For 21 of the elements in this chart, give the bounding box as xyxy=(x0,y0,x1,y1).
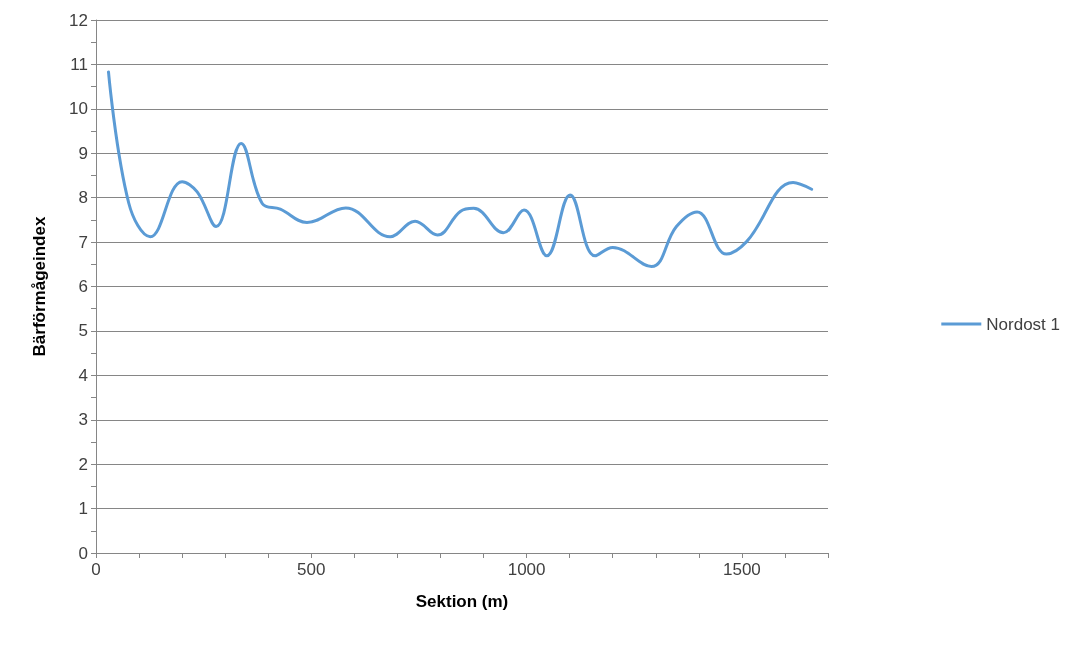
y-tick-label: 1 xyxy=(78,499,88,519)
y-tick-label: 5 xyxy=(78,321,88,341)
x-tick-label: 500 xyxy=(297,560,326,579)
x-tick-label: 1000 xyxy=(507,560,546,579)
y-tick-label: 9 xyxy=(78,143,88,163)
y-axis-title: Bärförmågeindex xyxy=(30,216,49,357)
x-axis-title: Sektion (m) xyxy=(415,592,509,611)
x-tick-label: 1500 xyxy=(722,560,761,579)
y-tick-label: 7 xyxy=(78,232,88,252)
y-tick-label: 6 xyxy=(78,277,88,296)
x-tick-label: 0 xyxy=(91,560,101,579)
y-tick-label: 8 xyxy=(78,188,88,208)
y-tick-label: 0 xyxy=(78,543,88,563)
line-series xyxy=(106,70,814,269)
y-tick-label: 11 xyxy=(70,54,88,74)
legend-label: Nordost 1 xyxy=(986,314,1060,334)
y-tick-label: 12 xyxy=(69,10,88,30)
y-tick-label: 3 xyxy=(78,410,88,430)
y-tick-label: 2 xyxy=(78,454,88,474)
y-tick-label: 10 xyxy=(69,99,88,119)
y-tick-label: 4 xyxy=(78,365,88,385)
